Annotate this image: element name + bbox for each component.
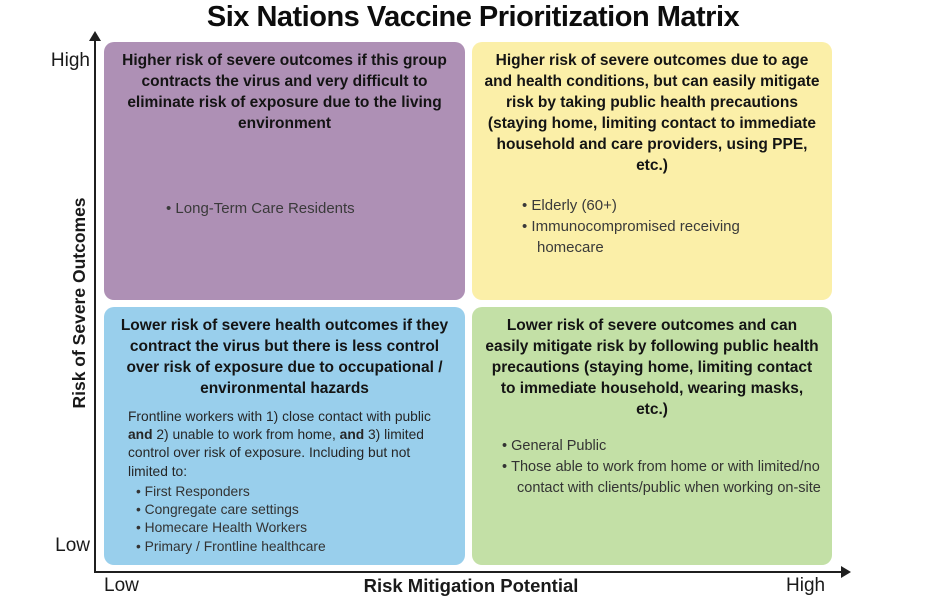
x-axis-low-label: Low: [104, 575, 139, 596]
y-axis-low-label: Low: [55, 535, 90, 556]
quadrant-header: Lower risk of severe health outcomes if …: [120, 317, 449, 398]
quadrant-top-left: Higher risk of severe outcomes if this g…: [104, 42, 465, 300]
description-bold-text: and: [339, 427, 365, 443]
y-axis-title: Risk of Severe Outcomes: [69, 197, 89, 409]
quadrant-header: Lower risk of severe outcomes and can ea…: [485, 317, 819, 419]
matrix-title: Six Nations Vaccine Prioritization Matri…: [206, 1, 740, 33]
list-item: Elderly (60+): [522, 196, 798, 217]
y-axis-arrow-icon: [89, 31, 101, 41]
list-item: Those able to work from home or with lim…: [502, 457, 826, 498]
list-item: Congregate care settings: [136, 501, 465, 519]
frontline-description: Frontline workers with 1) close contact …: [104, 399, 465, 480]
quadrant-bullet-list: First Responders Congregate care setting…: [136, 483, 465, 556]
x-axis-high-label: High: [786, 575, 826, 596]
description-text: 2) unable to work from home,: [152, 427, 340, 443]
quadrant-bullet-list: Long-Term Care Residents: [166, 198, 465, 219]
list-item: Long-Term Care Residents: [166, 198, 465, 219]
description-text: 3) limited control over risk of exposure…: [128, 427, 424, 479]
list-item: First Responders: [136, 483, 465, 501]
list-item: Homecare Health Workers: [136, 519, 465, 537]
x-axis-title: Risk Mitigation Potential: [363, 575, 579, 596]
list-item: General Public: [502, 436, 826, 457]
y-axis-line: [94, 40, 96, 572]
description-text: Frontline workers with 1) close contact …: [128, 409, 431, 425]
list-item: Immunocompromised receiving homecare: [522, 217, 798, 258]
x-axis-arrow-icon: [841, 566, 851, 578]
quadrant-bottom-left: Lower risk of severe health outcomes if …: [104, 307, 465, 565]
x-axis-line: [94, 571, 843, 573]
quadrant-header: Higher risk of severe outcomes if this g…: [122, 52, 447, 133]
y-axis-high-label: High: [50, 50, 90, 71]
quadrant-bottom-right: Lower risk of severe outcomes and can ea…: [472, 307, 832, 565]
quadrant-bullet-list: Elderly (60+) Immunocompromised receivin…: [522, 196, 798, 258]
quadrant-top-right: Higher risk of severe outcomes due to ag…: [472, 42, 832, 300]
list-item: Primary / Frontline healthcare: [136, 538, 465, 556]
quadrant-header: Higher risk of severe outcomes due to ag…: [484, 52, 820, 175]
quadrant-bullet-list: General Public Those able to work from h…: [502, 436, 826, 498]
description-bold-text: and: [128, 427, 153, 443]
